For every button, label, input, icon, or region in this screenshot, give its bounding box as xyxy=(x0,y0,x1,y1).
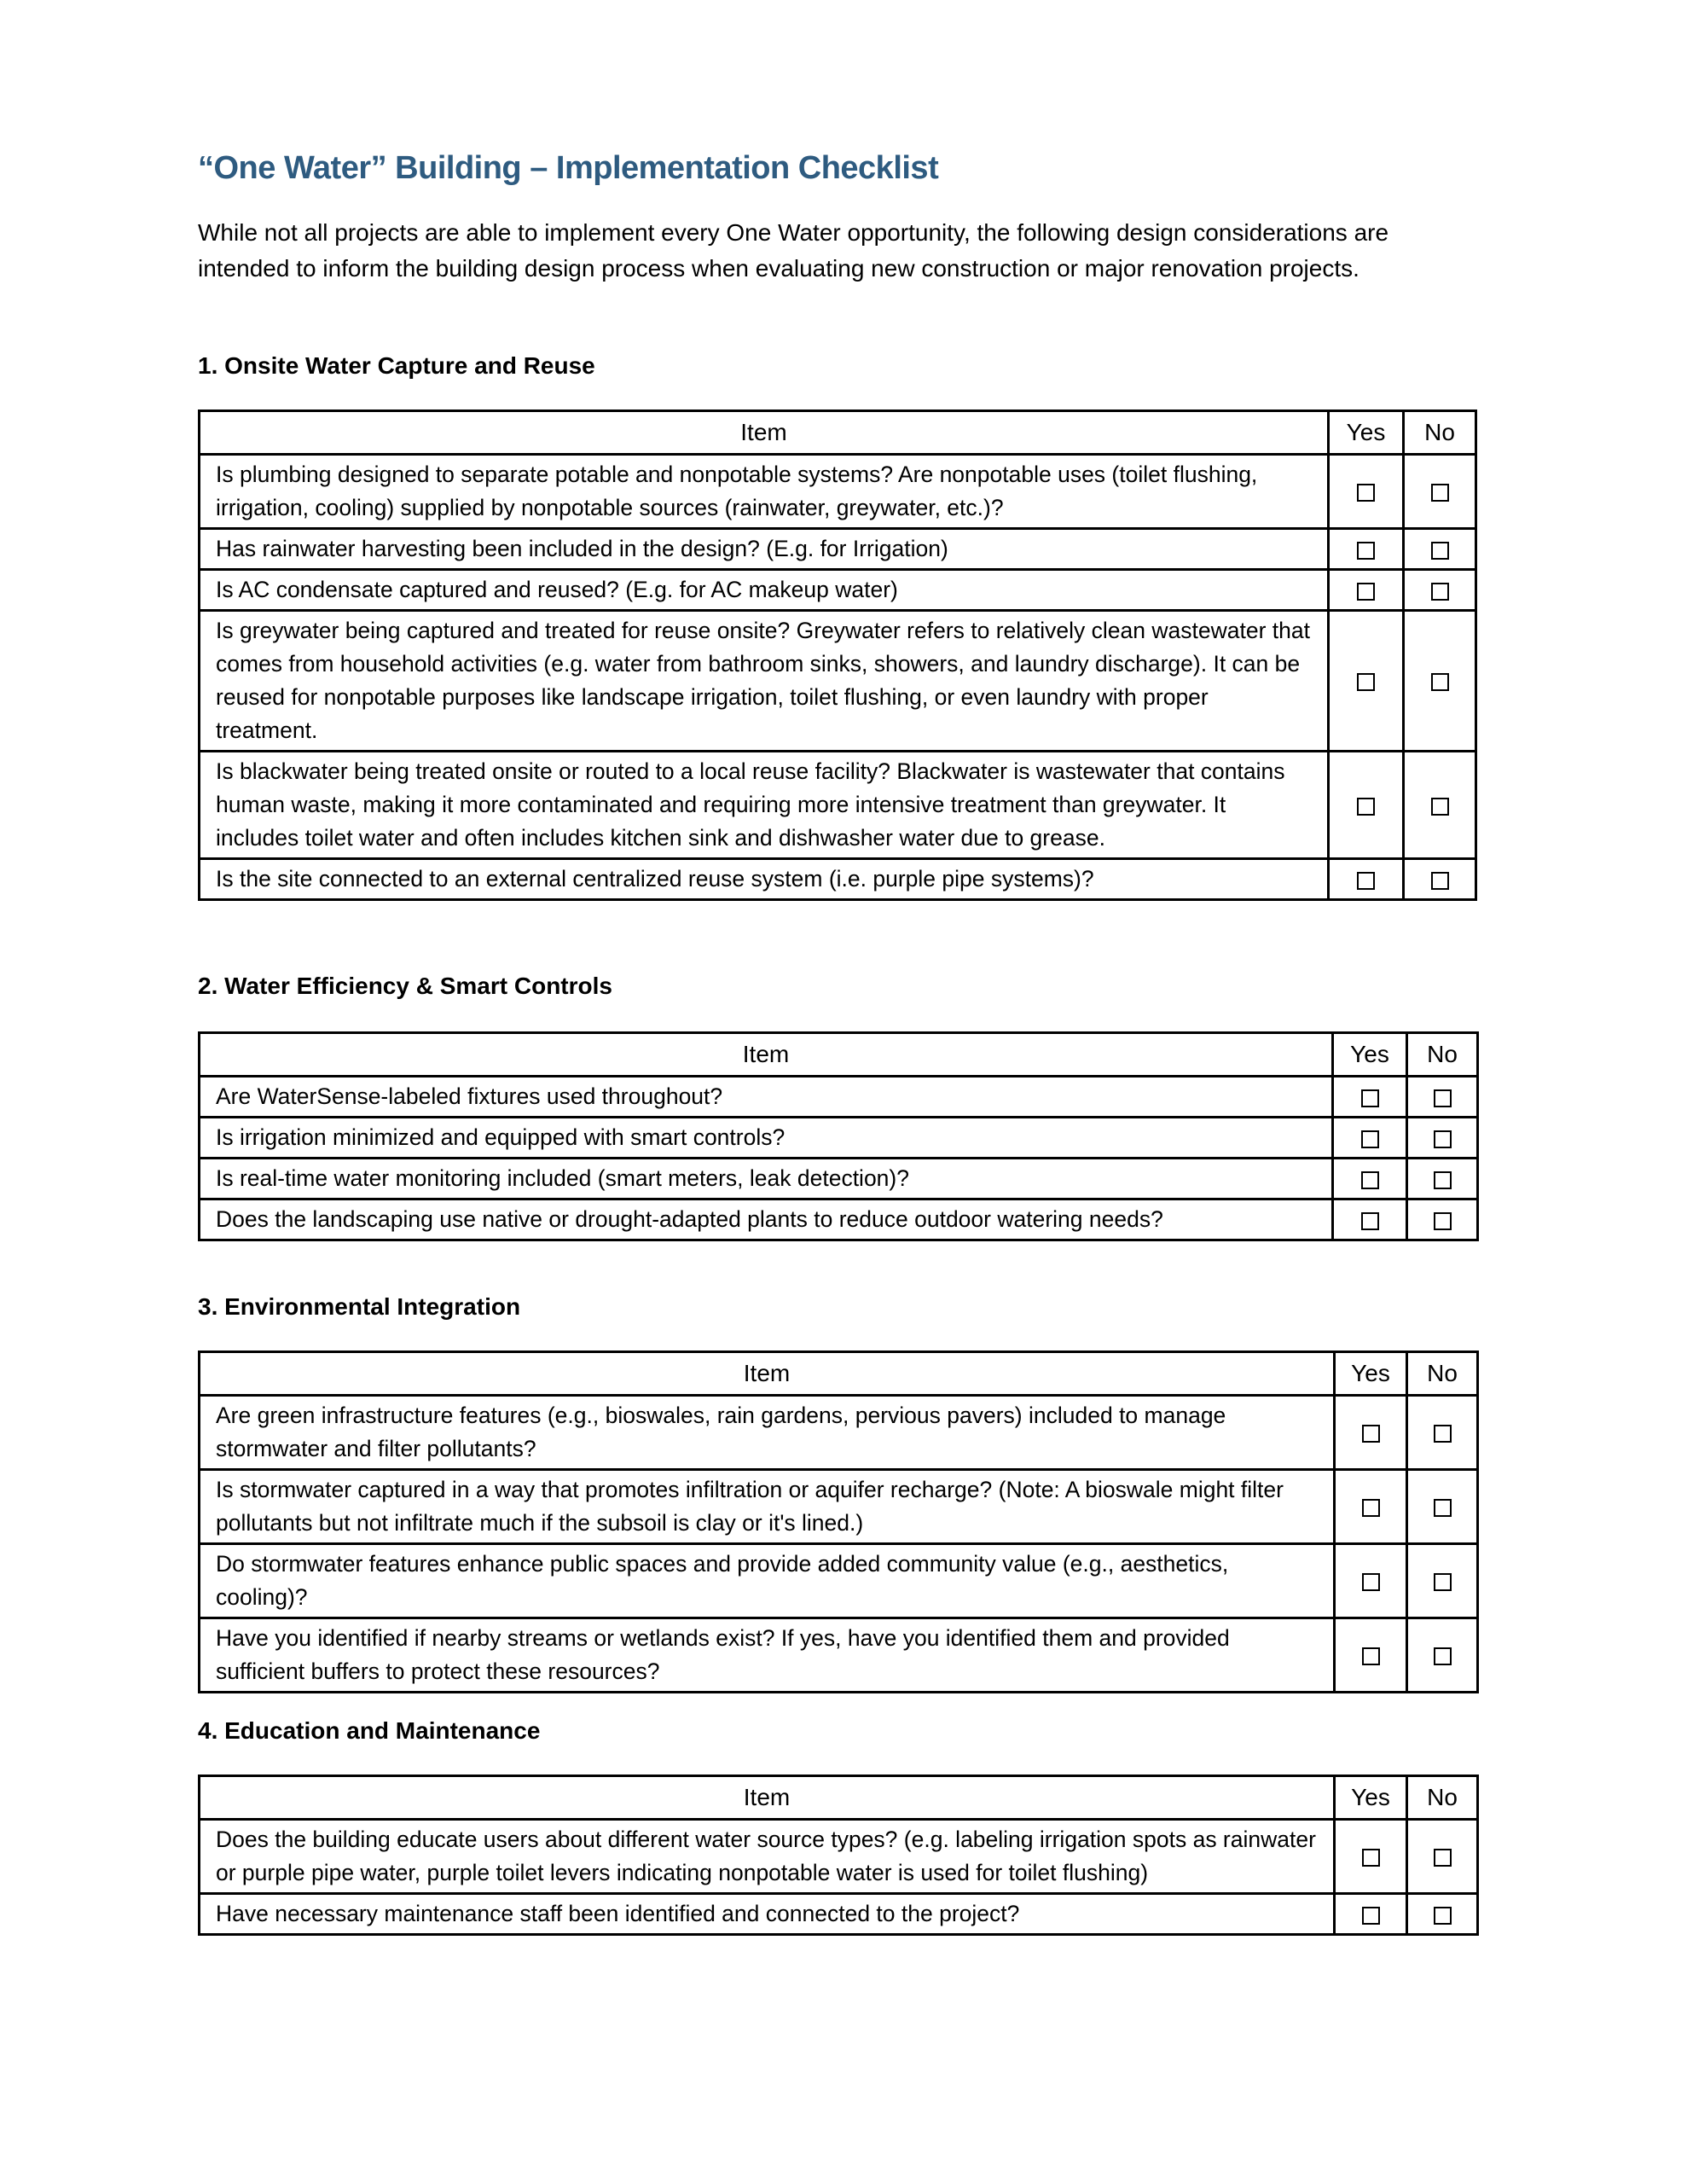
yes-checkbox[interactable] xyxy=(1360,1211,1379,1230)
yes-checkbox[interactable] xyxy=(1361,1425,1380,1443)
column-header-item: Item xyxy=(198,410,1330,456)
yes-checkbox[interactable] xyxy=(1357,673,1375,691)
table-row: Is plumbing designed to separate potable… xyxy=(198,453,1477,530)
column-header-item: Item xyxy=(198,1031,1334,1077)
yes-checkbox[interactable] xyxy=(1361,1647,1380,1665)
no-checkbox[interactable] xyxy=(1430,541,1449,560)
yes-checkbox[interactable] xyxy=(1357,484,1375,502)
checklist-item-text: Are WaterSense-labeled fixtures used thr… xyxy=(198,1075,1334,1118)
yes-checkbox[interactable] xyxy=(1360,1130,1379,1148)
checklist-table: Item Yes No Are WaterSense-labeled fixtures… xyxy=(198,1031,1479,1241)
column-header-no: No xyxy=(1402,410,1477,456)
checklist-item-text: Is plumbing designed to separate potable… xyxy=(198,453,1330,530)
table-header-row: Item Yes No xyxy=(198,410,1477,456)
checklist-item-text: Have you identified if nearby streams or… xyxy=(198,1617,1336,1693)
yes-checkbox[interactable] xyxy=(1357,797,1375,816)
page-title: “One Water” Building – Implementation Ch… xyxy=(198,150,939,186)
table-row: Does the building educate users about di… xyxy=(198,1818,1479,1895)
checklist-item-text: Is real-time water monitoring included (… xyxy=(198,1157,1334,1200)
no-checkbox[interactable] xyxy=(1430,871,1449,890)
table-row: Is stormwater captured in a way that pro… xyxy=(198,1468,1479,1545)
no-checkbox[interactable] xyxy=(1433,1499,1452,1517)
table-row: Is greywater being captured and treated … xyxy=(198,609,1477,752)
checklist-item-text: Do stormwater features enhance public sp… xyxy=(198,1542,1336,1619)
no-checkbox[interactable] xyxy=(1433,1130,1452,1148)
checklist-table: Item Yes No Is plumbing designed to separat… xyxy=(198,410,1477,901)
no-checkbox[interactable] xyxy=(1430,797,1449,816)
table-row: Are green infrastructure features (e.g.,… xyxy=(198,1394,1479,1471)
table-row: Have you identified if nearby streams or… xyxy=(198,1617,1479,1693)
yes-checkbox[interactable] xyxy=(1361,1906,1380,1925)
table-row: Is real-time water monitoring included (… xyxy=(198,1157,1479,1200)
no-checkbox[interactable] xyxy=(1433,1170,1452,1189)
table-row: Is blackwater being treated onsite or ro… xyxy=(198,750,1477,860)
no-checkbox[interactable] xyxy=(1433,1211,1452,1230)
table-row: Is irrigation minimized and equipped wit… xyxy=(198,1116,1479,1159)
column-header-item: Item xyxy=(198,1350,1336,1397)
no-checkbox[interactable] xyxy=(1433,1425,1452,1443)
table-row: Has rainwater harvesting been included i… xyxy=(198,527,1477,571)
table-row: Are WaterSense-labeled fixtures used thr… xyxy=(198,1075,1479,1118)
checklist-item-text: Has rainwater harvesting been included i… xyxy=(198,527,1330,571)
intro-paragraph: While not all projects are able to imple… xyxy=(198,219,1389,282)
checklist-table: Item Yes No Are green infrastructure featur… xyxy=(198,1350,1479,1693)
table-header-row: Item Yes No xyxy=(198,1350,1479,1397)
checklist-item-text: Is blackwater being treated onsite or ro… xyxy=(198,750,1330,860)
table-row: Is the site connected to an external cen… xyxy=(198,857,1477,901)
yes-checkbox[interactable] xyxy=(1361,1573,1380,1591)
table-row: Does the landscaping use native or droug… xyxy=(198,1198,1479,1241)
no-checkbox[interactable] xyxy=(1433,1906,1452,1925)
column-header-yes: Yes xyxy=(1333,1774,1408,1821)
checklist-table: Item Yes No Does the building educate users… xyxy=(198,1774,1479,1936)
table-header-row: Item Yes No xyxy=(198,1031,1479,1077)
column-header-no: No xyxy=(1406,1774,1479,1821)
no-checkbox[interactable] xyxy=(1430,484,1449,502)
no-checkbox[interactable] xyxy=(1433,1647,1452,1665)
table-row: Have necessary maintenance staff been id… xyxy=(198,1892,1479,1936)
yes-checkbox[interactable] xyxy=(1361,1849,1380,1867)
checklist-item-text: Is the site connected to an external cen… xyxy=(198,857,1330,901)
section-heading: 4. Education and Maintenance xyxy=(198,1717,541,1744)
column-header-yes: Yes xyxy=(1327,410,1405,456)
column-header-yes: Yes xyxy=(1331,1031,1408,1077)
column-header-yes: Yes xyxy=(1333,1350,1408,1397)
checklist-item-text: Is AC condensate captured and reused? (E… xyxy=(198,568,1330,612)
checklist-item-text: Are green infrastructure features (e.g.,… xyxy=(198,1394,1336,1471)
checklist-item-text: Is stormwater captured in a way that pro… xyxy=(198,1468,1336,1545)
no-checkbox[interactable] xyxy=(1433,1089,1452,1107)
section-heading: 2. Water Efficiency & Smart Controls xyxy=(198,973,612,999)
table-header-row: Item Yes No xyxy=(198,1774,1479,1821)
no-checkbox[interactable] xyxy=(1430,582,1449,601)
checklist-item-text: Is greywater being captured and treated … xyxy=(198,609,1330,752)
section-heading: 1. Onsite Water Capture and Reuse xyxy=(198,352,595,379)
yes-checkbox[interactable] xyxy=(1357,582,1375,601)
no-checkbox[interactable] xyxy=(1430,673,1449,691)
column-header-item: Item xyxy=(198,1774,1336,1821)
column-header-no: No xyxy=(1406,1031,1479,1077)
yes-checkbox[interactable] xyxy=(1360,1089,1379,1107)
checklist-item-text: Is irrigation minimized and equipped wit… xyxy=(198,1116,1334,1159)
yes-checkbox[interactable] xyxy=(1361,1499,1380,1517)
no-checkbox[interactable] xyxy=(1433,1573,1452,1591)
section-heading: 3. Environmental Integration xyxy=(198,1293,521,1320)
table-row: Is AC condensate captured and reused? (E… xyxy=(198,568,1477,612)
checklist-item-text: Does the landscaping use native or droug… xyxy=(198,1198,1334,1241)
no-checkbox[interactable] xyxy=(1433,1849,1452,1867)
yes-checkbox[interactable] xyxy=(1357,871,1375,890)
table-row: Do stormwater features enhance public sp… xyxy=(198,1542,1479,1619)
yes-checkbox[interactable] xyxy=(1357,541,1375,560)
yes-checkbox[interactable] xyxy=(1360,1170,1379,1189)
column-header-no: No xyxy=(1406,1350,1479,1397)
checklist-item-text: Does the building educate users about di… xyxy=(198,1818,1336,1895)
checklist-item-text: Have necessary maintenance staff been id… xyxy=(198,1892,1336,1936)
